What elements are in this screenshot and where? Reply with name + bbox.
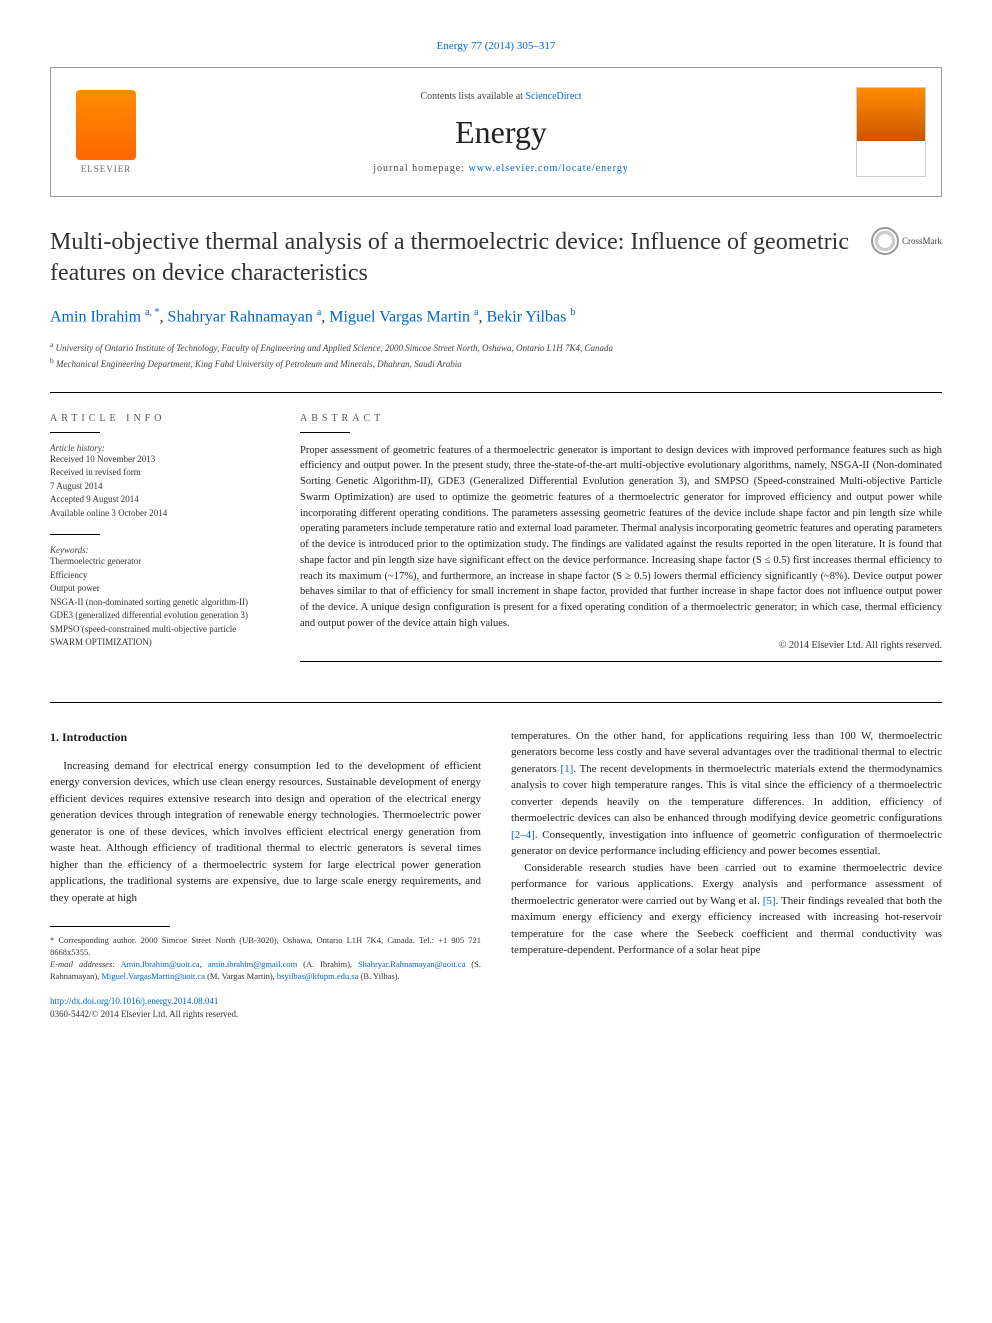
divider [300,432,350,433]
abstract-section: ABSTRACT Proper assessment of geometric … [300,413,942,672]
divider [50,432,100,433]
author-link[interactable]: Bekir Yilbas [486,309,566,326]
keywords-label: Keywords: [50,545,270,555]
author-link[interactable]: Shahryar Rahnamayan [168,309,313,326]
doi-block: http://dx.doi.org/10.1016/j.energy.2014.… [50,995,481,1022]
crossmark-icon [871,227,899,255]
divider [50,534,100,535]
email-link[interactable]: Amin.Ibrahim@uoit.ca [121,959,200,969]
journal-cover-thumbnail[interactable] [856,87,926,177]
elsevier-tree-icon [76,90,136,160]
crossmark-badge[interactable]: CrossMark [871,227,942,255]
crossmark-label: CrossMark [902,236,942,246]
contents-available: Contents lists available at ScienceDirec… [146,91,856,102]
doi-link[interactable]: http://dx.doi.org/10.1016/j.energy.2014.… [50,996,218,1006]
email-link[interactable]: amin.ibrahim@gmail.com [208,959,298,969]
reference-link[interactable]: [1] [560,763,573,775]
journal-header: ELSEVIER Contents lists available at Sci… [50,67,942,197]
issn-copyright: 0360-5442/© 2014 Elsevier Ltd. All right… [50,1009,238,1019]
abstract-heading: ABSTRACT [300,413,942,424]
footnote-divider [50,926,170,927]
journal-homepage: journal homepage: www.elsevier.com/locat… [146,163,856,174]
article-info-sidebar: ARTICLE INFO Article history: Received 1… [50,413,270,672]
body-columns: 1. Introduction Increasing demand for el… [50,728,942,1022]
article-history: Received 10 November 2013 Received in re… [50,453,270,521]
top-citation: Energy 77 (2014) 305–317 [50,40,942,52]
article-title: Multi-objective thermal analysis of a th… [50,227,851,289]
email-addresses: E-mail addresses: Amin.Ibrahim@uoit.ca, … [50,959,481,983]
divider [300,661,942,662]
keywords-list: Thermoelectric generator Efficiency Outp… [50,555,270,650]
body-column-right: temperatures. On the other hand, for app… [511,728,942,1022]
abstract-copyright: © 2014 Elsevier Ltd. All rights reserved… [300,640,942,651]
body-paragraph: temperatures. On the other hand, for app… [511,728,942,860]
author-link[interactable]: Amin Ibrahim [50,309,141,326]
divider [50,702,942,703]
reference-link[interactable]: [5] [763,895,776,907]
email-link[interactable]: bsyilbas@kfupm.edu.sa [277,971,359,981]
corresponding-author-note: * Corresponding author. 2000 Simcoe Stre… [50,935,481,959]
abstract-text: Proper assessment of geometric features … [300,443,942,632]
section-heading: 1. Introduction [50,728,481,746]
article-info-heading: ARTICLE INFO [50,413,270,424]
journal-title: Energy [146,114,856,151]
history-label: Article history: [50,443,270,453]
author-list: Amin Ibrahim a, *, Shahryar Rahnamayan a… [50,307,942,326]
sciencedirect-link[interactable]: ScienceDirect [525,91,581,102]
citation-link[interactable]: Energy 77 (2014) 305–317 [437,40,556,52]
body-paragraph: Increasing demand for electrical energy … [50,758,481,907]
body-paragraph: Considerable research studies have been … [511,860,942,959]
affiliations: a University of Ontario Institute of Tec… [50,339,942,372]
body-column-left: 1. Introduction Increasing demand for el… [50,728,481,1022]
publisher-name: ELSEVIER [81,164,132,174]
author-link[interactable]: Miguel Vargas Martin [329,309,470,326]
divider [50,392,942,393]
homepage-link[interactable]: www.elsevier.com/locate/energy [468,163,628,174]
elsevier-logo[interactable]: ELSEVIER [66,90,146,174]
email-link[interactable]: Miguel.VargasMartin@uoit.ca [101,971,205,981]
footnotes: * Corresponding author. 2000 Simcoe Stre… [50,935,481,983]
email-link[interactable]: Shahryar.Rahnamayan@uoit.ca [358,959,465,969]
reference-link[interactable]: [2–4] [511,829,535,841]
